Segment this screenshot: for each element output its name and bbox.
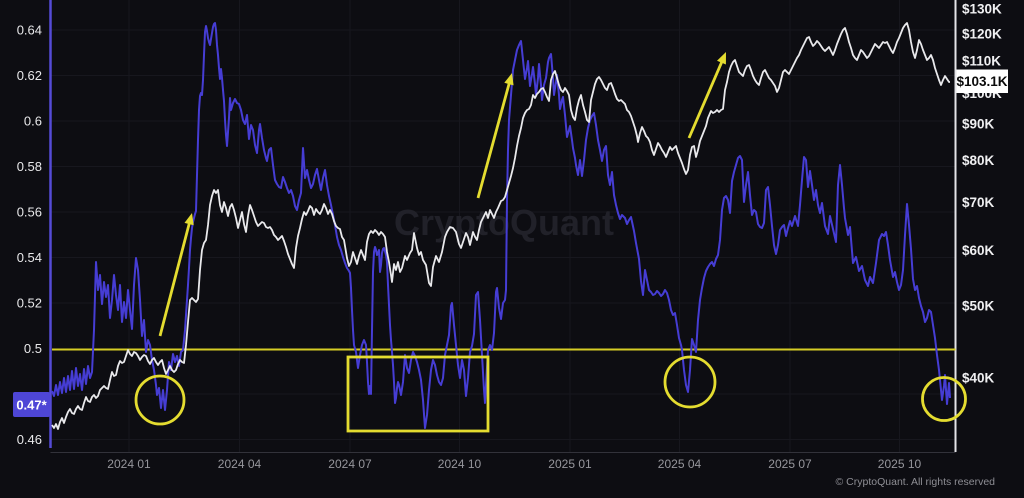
svg-text:© CryptoQuant. All rights rese: © CryptoQuant. All rights reserved — [836, 476, 996, 488]
svg-text:2025 10: 2025 10 — [878, 457, 922, 471]
svg-text:2025 07: 2025 07 — [768, 457, 812, 471]
svg-text:$40K: $40K — [962, 371, 995, 386]
svg-text:$50K: $50K — [962, 299, 995, 314]
svg-text:2024 04: 2024 04 — [218, 457, 262, 471]
svg-text:0.64: 0.64 — [17, 23, 42, 38]
svg-text:0.62: 0.62 — [17, 68, 42, 83]
svg-text:2024 10: 2024 10 — [438, 457, 482, 471]
svg-text:0.5: 0.5 — [24, 341, 42, 356]
svg-text:$103.1K: $103.1K — [956, 74, 1007, 89]
svg-text:0.47*: 0.47* — [16, 398, 47, 413]
svg-text:0.56: 0.56 — [17, 205, 42, 220]
svg-text:0.52: 0.52 — [17, 296, 42, 311]
svg-text:0.54: 0.54 — [17, 250, 42, 265]
svg-text:$110K: $110K — [962, 54, 1001, 69]
svg-text:CryptoQuant: CryptoQuant — [394, 202, 614, 243]
svg-text:$70K: $70K — [962, 195, 995, 210]
svg-text:2024 01: 2024 01 — [107, 457, 151, 471]
svg-text:2025 01: 2025 01 — [548, 457, 592, 471]
svg-text:$60K: $60K — [962, 243, 995, 258]
svg-text:$130K: $130K — [962, 1, 1002, 16]
svg-text:0.46: 0.46 — [17, 432, 42, 447]
svg-text:$80K: $80K — [962, 153, 995, 168]
svg-text:$120K: $120K — [962, 26, 1002, 41]
svg-text:$90K: $90K — [962, 116, 995, 131]
svg-text:0.58: 0.58 — [17, 159, 42, 174]
svg-text:2025 04: 2025 04 — [658, 457, 702, 471]
svg-text:0.6: 0.6 — [24, 114, 42, 129]
svg-text:2024 07: 2024 07 — [328, 457, 372, 471]
